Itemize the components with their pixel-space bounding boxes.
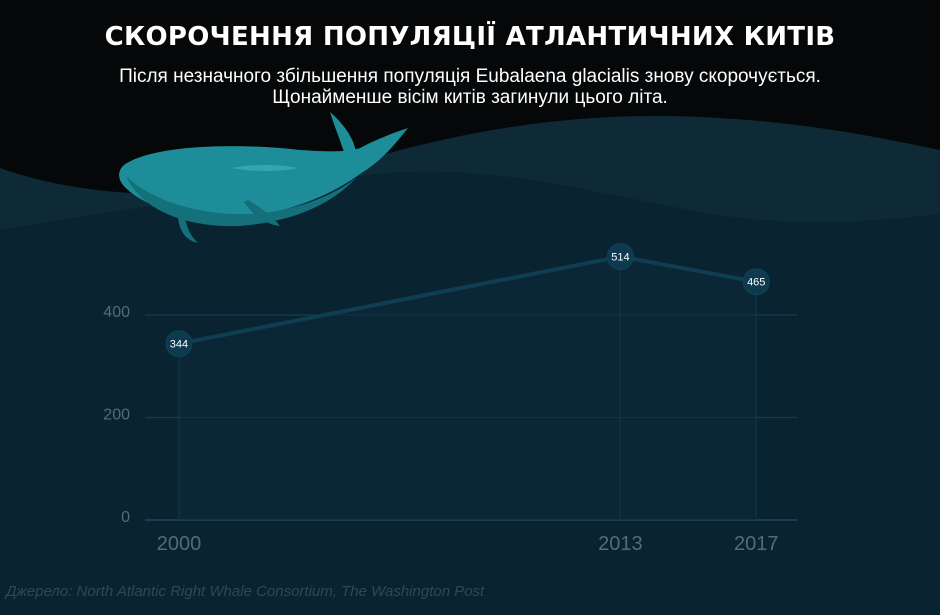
subtitle-line-2: Щонайменше вісім китів загинули цього лі… [272, 87, 668, 108]
source-note: Джерело: North Atlantic Right Whale Cons… [6, 583, 485, 600]
x-tick-label: 2000 [157, 533, 202, 555]
series-area [178, 256, 757, 520]
point-layer: 344 514 465 [165, 243, 770, 358]
data-label: 344 [170, 339, 188, 351]
y-tick-label: 0 [121, 509, 130, 526]
x-tick-label: 2017 [734, 533, 779, 555]
subtitle: Після незначного збільшення популяція Eu… [0, 66, 940, 108]
y-tick-label: 400 [103, 304, 130, 321]
area-layer [178, 256, 757, 520]
whale-icon [119, 112, 408, 243]
x-tick-label: 2013 [598, 533, 643, 555]
y-tick-label: 200 [103, 407, 130, 424]
data-point [606, 243, 634, 271]
data-point [742, 268, 770, 296]
data-label: 465 [747, 277, 765, 289]
data-point [165, 330, 193, 358]
subtitle-line-1: Після незначного збільшення популяція Eu… [119, 66, 821, 87]
data-label: 514 [611, 252, 629, 264]
tick-layer: 0 200 400 2000 2013 2017 [103, 304, 778, 555]
page-title: СКОРОЧЕННЯ ПОПУЛЯЦІЇ АТЛАНТИЧНИХ КИТІВ [104, 22, 836, 52]
